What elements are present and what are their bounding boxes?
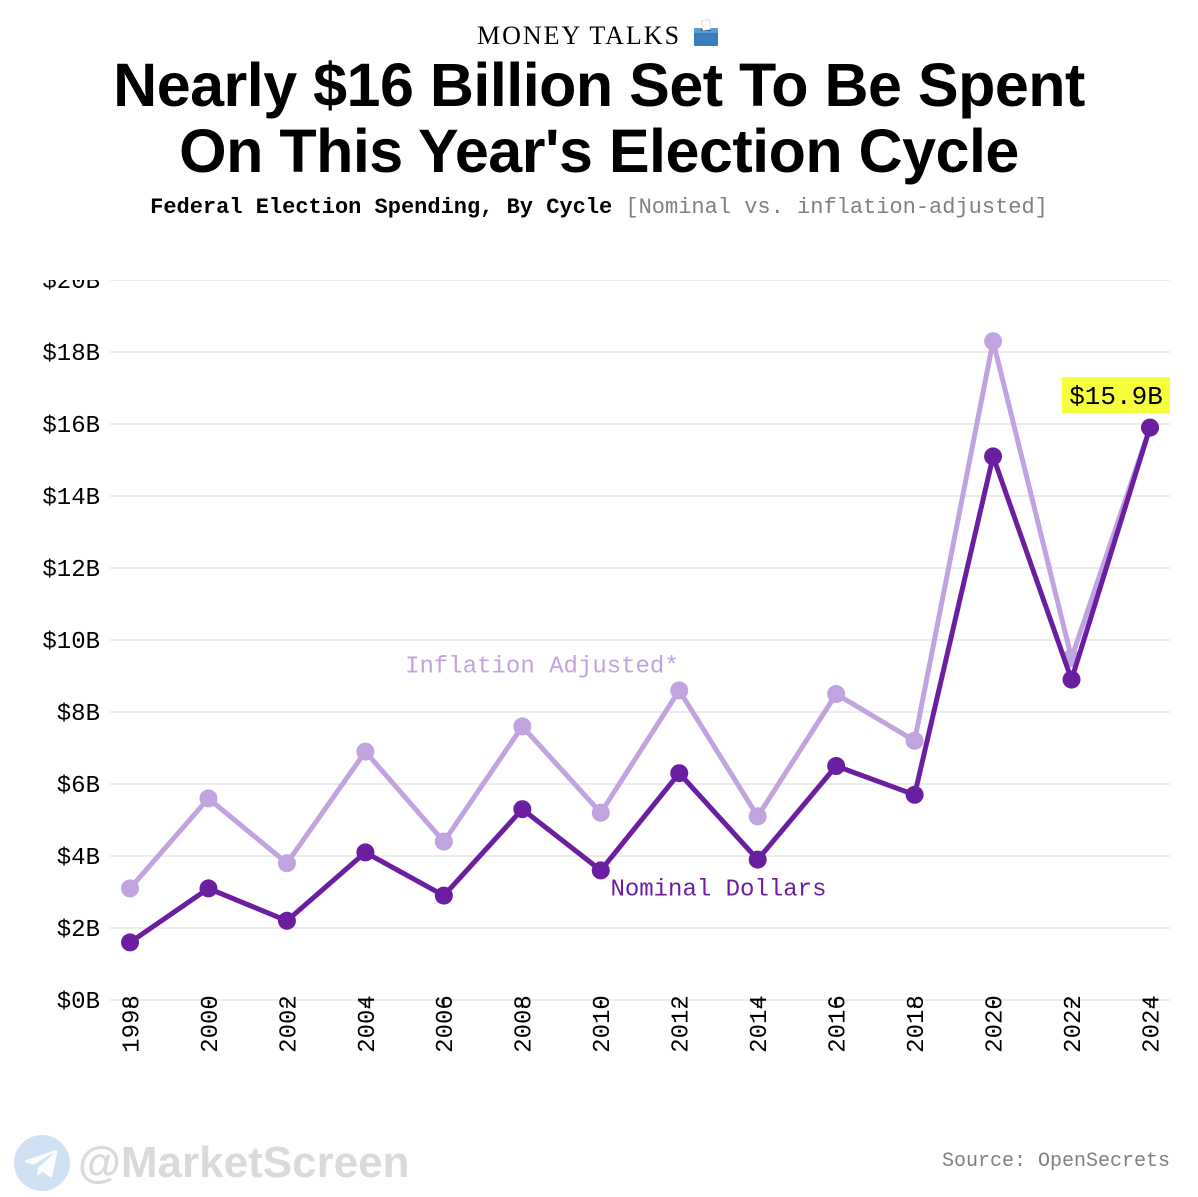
nominal-marker [1063, 671, 1081, 689]
nominal-marker [278, 912, 296, 930]
x-axis-label: 2016 [826, 995, 853, 1053]
nominal-marker [592, 861, 610, 879]
telegram-icon [14, 1135, 70, 1191]
y-axis-label: $8B [57, 701, 100, 728]
x-axis-label: 2018 [904, 995, 931, 1053]
x-axis-label: 2012 [669, 995, 696, 1053]
inflation-adjusted-marker [984, 332, 1002, 350]
y-axis-label: $2B [57, 917, 100, 944]
y-axis-label: $20B [42, 280, 100, 296]
line-chart: $0B $2B $4B $6B $8B $10B $12B $14B $16B $18B $20B 1… [14, 280, 1184, 1100]
inflation-adjusted-marker [670, 681, 688, 699]
y-axis-label: $14B [42, 485, 100, 512]
nominal-marker [1141, 419, 1159, 437]
x-axis-label: 2004 [355, 995, 382, 1053]
headline-line-1: Nearly $16 Billion Set To Be Spent [113, 51, 1085, 119]
chart-svg: $0B $2B $4B $6B $8B $10B $12B $14B $16B $18B $20B 1… [14, 280, 1184, 1100]
nominal-marker [513, 800, 531, 818]
inflation-adjusted-marker [121, 879, 139, 897]
x-axis-label: 2022 [1061, 995, 1088, 1053]
nominal-marker [435, 887, 453, 905]
callout-text: $15.9B [1069, 382, 1163, 412]
x-axis-label: 2024 [1139, 995, 1166, 1053]
inflation-adjusted-marker [513, 717, 531, 735]
x-axis-label: 2014 [747, 995, 774, 1053]
nominal-marker [121, 933, 139, 951]
y-axis-label: $18B [42, 341, 100, 368]
inflation-adjusted-marker [199, 789, 217, 807]
nominal-marker [749, 851, 767, 869]
y-axis-label: $6B [57, 773, 100, 800]
subtitle-bold: Federal Election Spending, By Cycle [150, 195, 612, 220]
nominal-marker [356, 843, 374, 861]
x-axis-label: 1998 [119, 995, 146, 1053]
x-axis-label: 2020 [982, 995, 1009, 1053]
inflation-adjusted-marker [435, 833, 453, 851]
inflation-adjusted-marker [906, 732, 924, 750]
source-credit: Source: OpenSecrets [942, 1150, 1170, 1173]
nominal-marker [906, 786, 924, 804]
inflation-adjusted-marker [749, 807, 767, 825]
nominal-marker [984, 447, 1002, 465]
eyebrow-row: MONEY TALKS [0, 18, 1198, 53]
ballot-box-icon [691, 18, 721, 53]
subtitle-light: [Nominal vs. inflation-adjusted] [625, 195, 1047, 220]
headline-line-2: On This Year's Election Cycle [179, 117, 1019, 185]
inflation-adjusted-label: Inflation Adjusted* [405, 653, 679, 680]
nominal-marker [670, 764, 688, 782]
y-axis-label: $10B [42, 629, 100, 656]
watermark: @MarketScreen [14, 1135, 410, 1191]
inflation-adjusted-marker [827, 685, 845, 703]
nominal-marker [199, 879, 217, 897]
y-axis-label: $12B [42, 557, 100, 584]
x-axis-label: 2008 [512, 995, 539, 1053]
x-axis-label: 2010 [590, 995, 617, 1053]
eyebrow-text: MONEY TALKS [477, 21, 681, 50]
y-axis-label: $0B [57, 989, 100, 1016]
inflation-adjusted-marker [278, 854, 296, 872]
x-axis-label: 2000 [198, 995, 225, 1053]
x-axis-label: 2006 [433, 995, 460, 1053]
watermark-text: @MarketScreen [78, 1138, 410, 1188]
inflation-adjusted-marker [592, 804, 610, 822]
nominal-label: Nominal Dollars [610, 877, 826, 904]
x-axis-label: 2002 [276, 995, 303, 1053]
header: MONEY TALKS Nearly $16 Billion Set To Be… [0, 0, 1198, 220]
nominal-marker [827, 757, 845, 775]
y-axis-label: $16B [42, 413, 100, 440]
inflation-adjusted-line [130, 341, 1150, 888]
inflation-adjusted-marker [356, 743, 374, 761]
subtitle: Federal Election Spending, By Cycle [Nom… [0, 195, 1198, 220]
y-axis-label: $4B [57, 845, 100, 872]
headline: Nearly $16 Billion Set To Be Spent On Th… [0, 53, 1198, 185]
